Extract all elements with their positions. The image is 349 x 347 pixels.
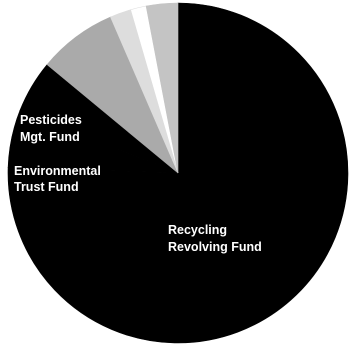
slice-label-1: Environmental Trust Fund	[14, 164, 101, 194]
slice-label-0: Recycling Revolving Fund	[168, 223, 262, 254]
slice-label-2: Pesticides Mgt. Fund	[20, 113, 82, 144]
pie-slices	[7, 2, 349, 344]
pie-slice-6	[145, 2, 179, 174]
pie-labels: Recycling Revolving Fund Environmental Trus…	[14, 113, 262, 254]
